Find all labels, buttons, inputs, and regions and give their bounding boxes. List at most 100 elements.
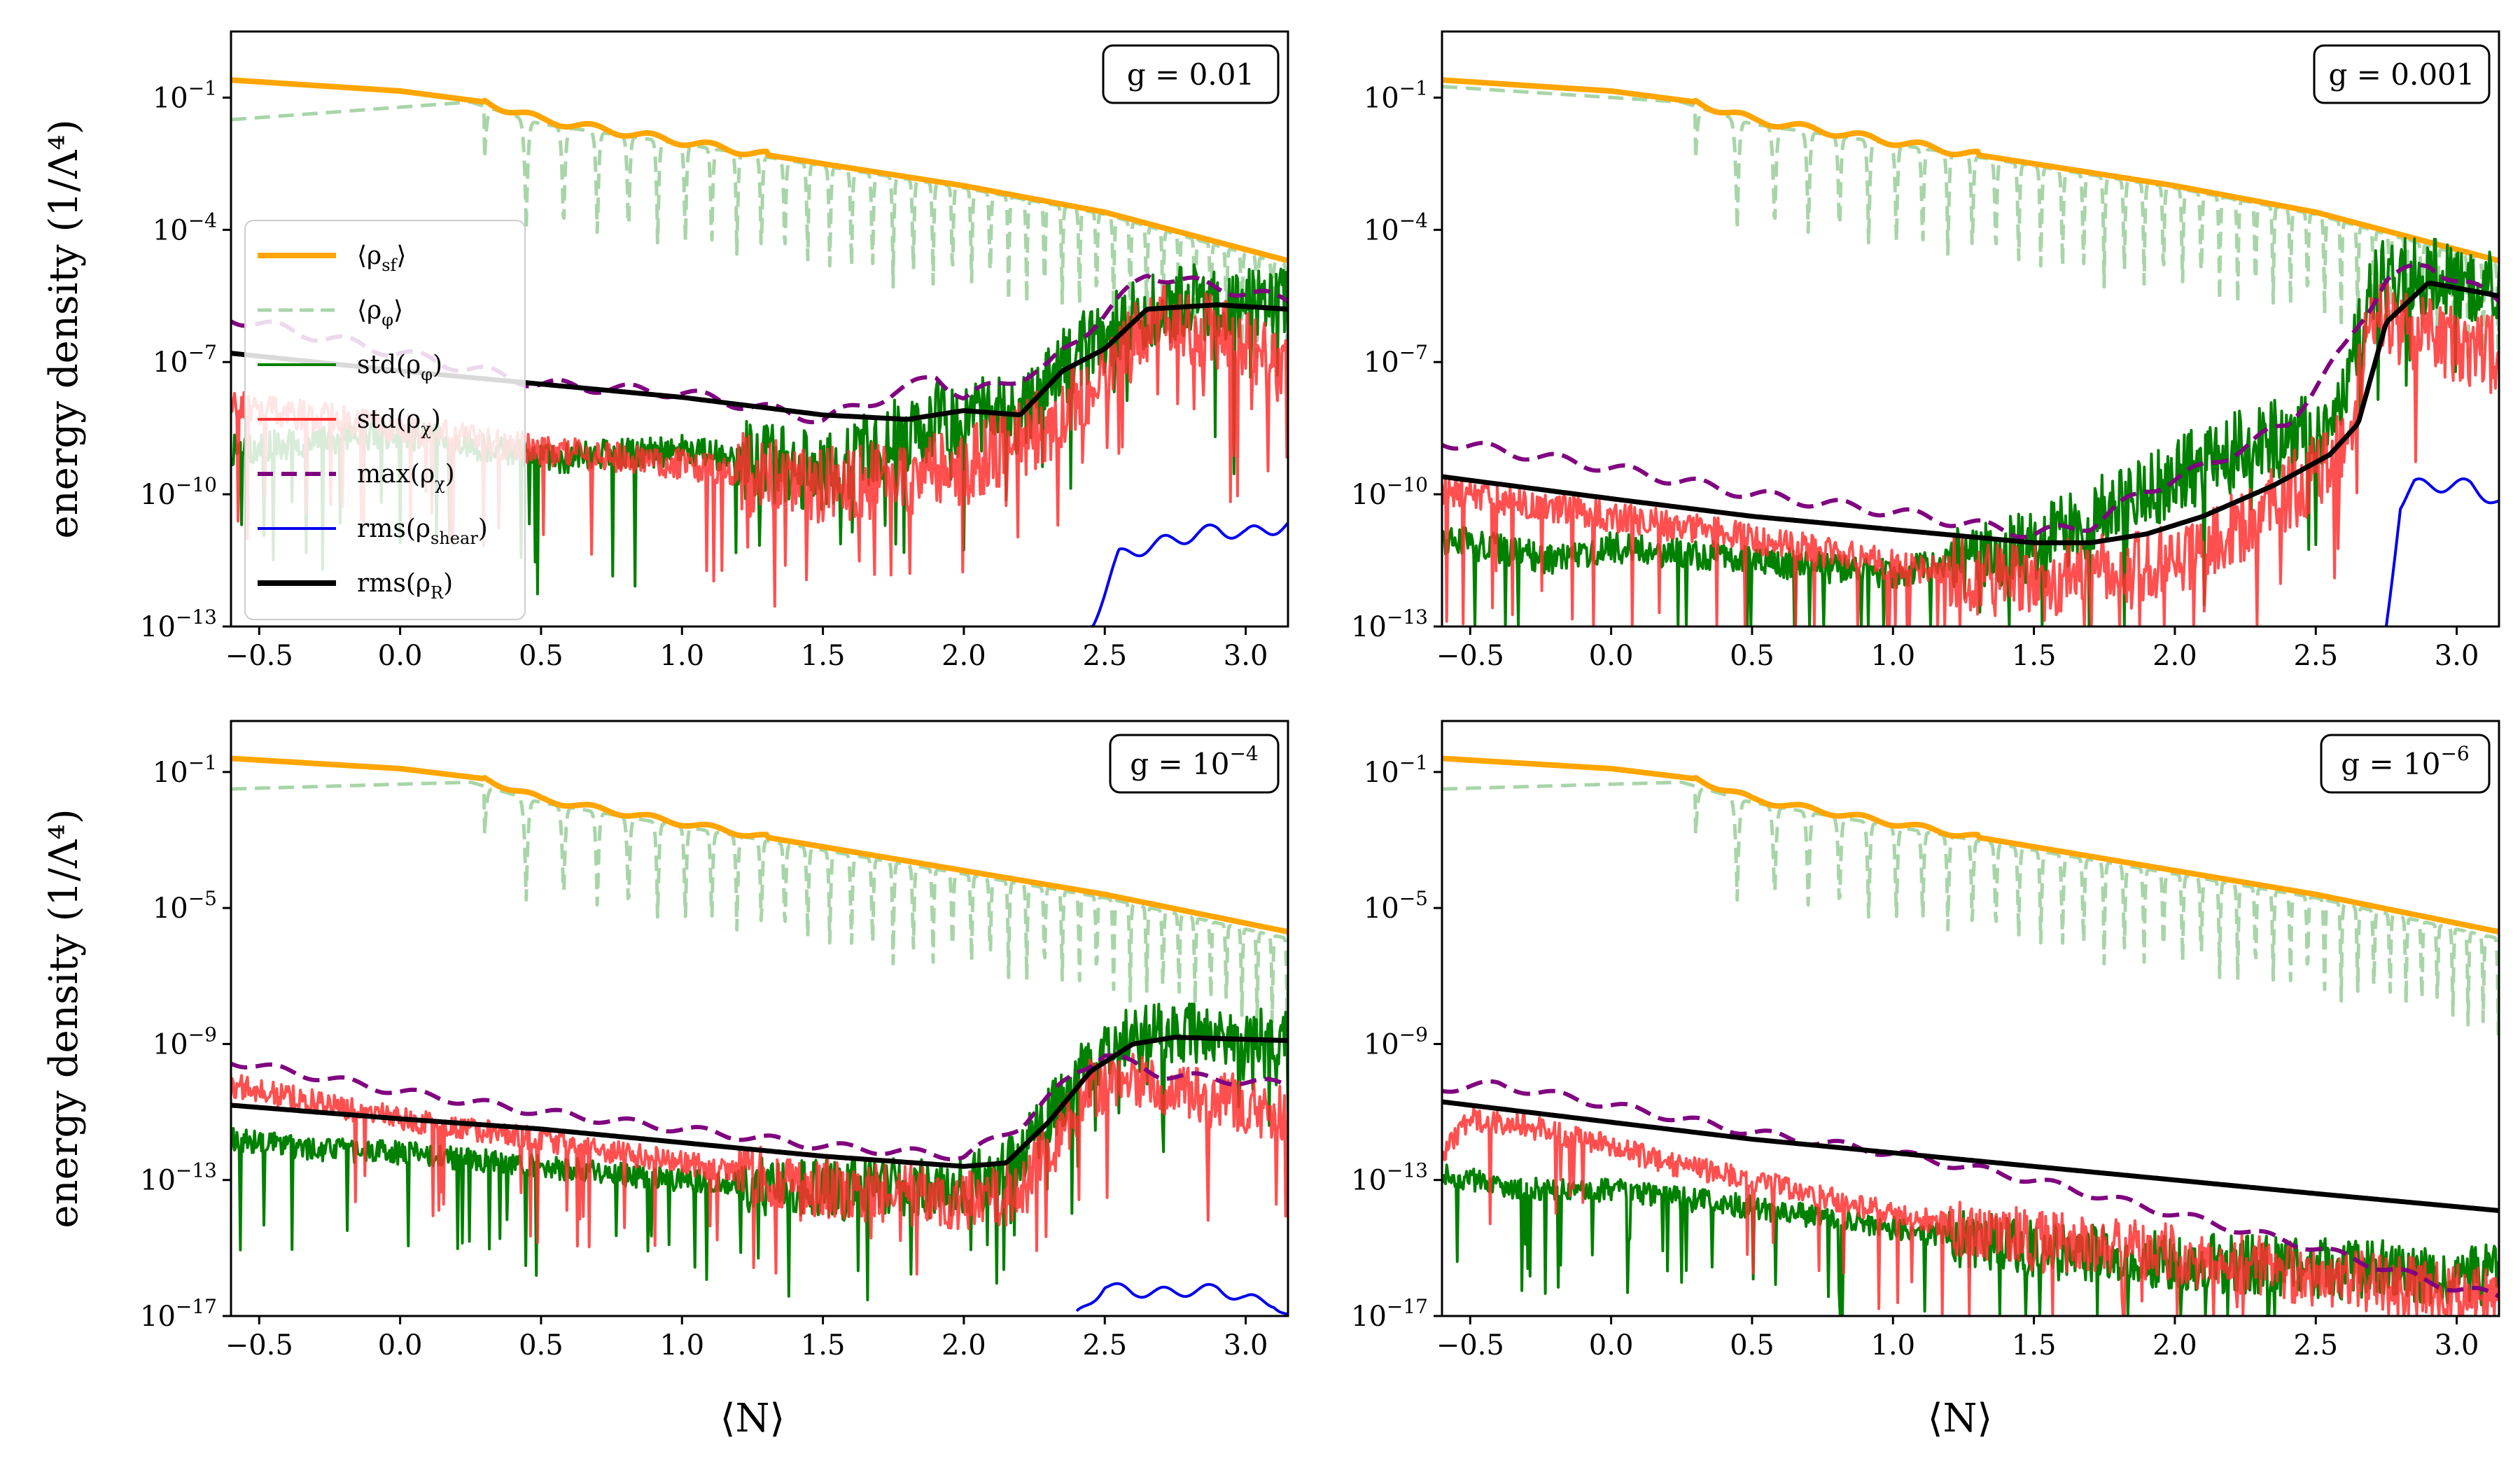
legend-label: rms(ρR) (357, 569, 453, 603)
y-tick-label: 10−13 (1351, 606, 1428, 643)
series-rms_rho_shear (1090, 522, 1288, 626)
plot-frame (1441, 30, 2500, 628)
y-tick-label: 10−7 (1364, 341, 1428, 379)
y-tick-label: 10−5 (1364, 887, 1428, 925)
x-tick-label: 0.0 (378, 1329, 423, 1362)
y-tick-label: 10−17 (1351, 1295, 1428, 1333)
x-tick-label: −0.5 (1436, 1329, 1504, 1362)
x-tick-label: −0.5 (1436, 640, 1504, 672)
x-tick-label: 0.0 (378, 640, 423, 672)
series-rho_phi_mean (231, 780, 1288, 1036)
x-tick-label: 0.5 (1730, 640, 1774, 672)
series-max_rho_chi (231, 1053, 1288, 1162)
x-tick-label: 3.0 (2435, 1329, 2479, 1362)
coupling-badge (2313, 44, 2491, 104)
plot-area (1442, 755, 2499, 1316)
series-rho_phi_mean (231, 100, 1288, 370)
x-axis-label-right: ⟨N⟩ (1928, 1396, 1993, 1441)
x-tick-label: 1.5 (2012, 1329, 2057, 1362)
x-tick-label: 1.0 (1870, 1329, 1915, 1362)
panel-bottom-right: −0.5 0.0 0.5 1.0 1.5 2.0 2.5 3.0 10−17 10−13 10−9 1… (1351, 720, 2500, 1362)
x-tick-label: 3.0 (1224, 1329, 1268, 1362)
series-rms_rho_R (1442, 1099, 2499, 1213)
legend: ⟨ρsf⟩ ⟨ρφ⟩ std(ρφ) std(ρχ) max(ρχ) rms(ρshear… (244, 220, 526, 620)
series-rms_rho_R (1442, 280, 2499, 545)
legend-label: std(ρφ) (357, 351, 442, 384)
legend-label: ⟨ρφ⟩ (357, 296, 403, 330)
x-tick-label: 1.0 (659, 1329, 704, 1362)
x-tick-label: 1.5 (801, 1329, 846, 1362)
x-tick-label: 2.0 (941, 640, 986, 672)
y-tick-label: 10−13 (1351, 1159, 1428, 1197)
y-tick-label: 10−5 (153, 887, 217, 925)
y-tick-label: 10−4 (1364, 209, 1428, 246)
y-tick-label: 10−1 (1364, 751, 1428, 789)
y-tick-label: 10−1 (153, 76, 217, 114)
x-tick-label: 3.0 (1224, 640, 1268, 672)
series-rho_sf (1442, 755, 2499, 935)
x-tick-label: 1.0 (1870, 640, 1915, 672)
series-rho_phi_mean (1442, 780, 2499, 1036)
plot-frame (1441, 720, 2500, 1317)
y-tick-label: 10−17 (140, 1295, 217, 1333)
legend-label: std(ρχ) (357, 405, 441, 439)
plot-area (231, 77, 1288, 626)
y-tick-label: 10−1 (1364, 76, 1428, 114)
x-tick-label: 2.0 (2152, 1329, 2197, 1362)
y-tick-label: 10−4 (153, 209, 217, 246)
x-tick-label: 2.0 (2152, 640, 2197, 672)
x-axis-label-left: ⟨N⟩ (720, 1396, 785, 1441)
y-tick-label: 10−10 (1351, 473, 1428, 511)
y-axis-label-bottom: energy density (1/Λ⁴) (41, 808, 87, 1228)
coupling-badge (2320, 734, 2491, 794)
series-std_rho_chi (1442, 282, 2499, 626)
y-tick-label: 10−9 (1364, 1023, 1428, 1060)
legend-label: max(ρχ) (357, 460, 455, 493)
coupling-label: g = 0.001 (2328, 57, 2474, 92)
x-tick-label: 1.5 (2012, 640, 2057, 672)
series-rho_phi_mean (1442, 85, 2499, 370)
x-tick-label: 1.0 (659, 640, 704, 672)
x-tick-label: 2.5 (1082, 1329, 1127, 1362)
panels-group: −0.5 0.0 0.5 1.0 1.5 2.0 2.5 3.0 10−13 10−10 10−7 1… (140, 30, 2500, 1362)
x-tick-label: 2.5 (2293, 640, 2338, 672)
series-rms_rho_shear (2384, 477, 2499, 626)
x-tick-label: 0.0 (1589, 640, 1634, 672)
panel-top-left: −0.5 0.0 0.5 1.0 1.5 2.0 2.5 3.0 10−13 10−10 10−7 1… (140, 30, 1289, 672)
coupling-label: g = 0.01 (1127, 57, 1254, 92)
y-tick-label: 10−9 (153, 1023, 217, 1060)
y-axis-label-top: energy density (1/Λ⁴) (41, 119, 87, 538)
panel-bottom-left: −0.5 0.0 0.5 1.0 1.5 2.0 2.5 3.0 10−17 10−13 10−9 1… (140, 720, 1289, 1362)
y-tick-label: 10−10 (140, 473, 217, 511)
series-std_rho_chi (1442, 1106, 2499, 1316)
coupling-label: g = 10−6 (2341, 742, 2470, 781)
x-tick-label: 0.5 (519, 640, 564, 672)
legend-label: rms(ρshear) (357, 514, 488, 548)
series-rho_sf (231, 755, 1288, 935)
x-tick-label: 2.5 (1082, 640, 1127, 672)
coupling-badge (1109, 734, 1280, 794)
series-rho_sf (231, 77, 1288, 264)
x-tick-label: 2.0 (941, 1329, 986, 1362)
plot-frame (230, 30, 1289, 628)
legend-label: ⟨ρsf⟩ (357, 241, 406, 275)
coupling-label: g = 10−4 (1130, 742, 1259, 781)
y-tick-label: 10−13 (140, 606, 217, 643)
y-tick-label: 10−1 (153, 751, 217, 789)
plot-frame (230, 720, 1289, 1317)
x-tick-label: 3.0 (2435, 640, 2479, 672)
series-rms_rho_R (231, 1035, 1288, 1169)
series-max_rho_chi (1442, 262, 2499, 540)
x-tick-label: 0.5 (519, 1329, 564, 1362)
plot-area (1442, 77, 2499, 626)
x-tick-label: 2.5 (2293, 1329, 2338, 1362)
panel-top-right: −0.5 0.0 0.5 1.0 1.5 2.0 2.5 3.0 10−13 10−10 10−7 1… (1351, 30, 2500, 672)
coupling-badge (1102, 44, 1280, 104)
x-tick-label: −0.5 (225, 640, 293, 672)
x-tick-label: 1.5 (801, 640, 846, 672)
series-rho_sf (1442, 77, 2499, 264)
x-tick-label: 0.0 (1589, 1329, 1634, 1362)
series-rms_rho_shear (1075, 1282, 1288, 1316)
x-tick-label: 0.5 (1730, 1329, 1774, 1362)
